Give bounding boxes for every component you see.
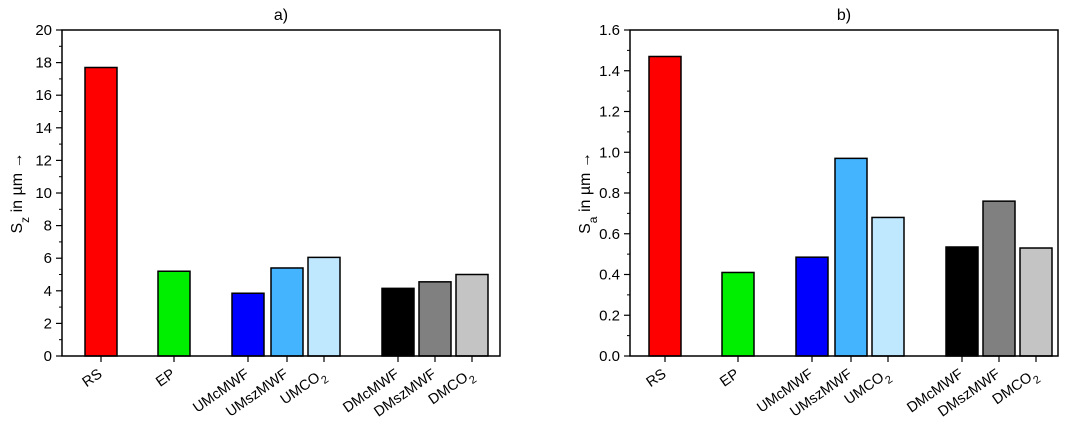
y-tick-label: 8 bbox=[44, 218, 52, 235]
label-subscript: 2 bbox=[319, 374, 331, 387]
y-axis-label: Sz in µm → bbox=[9, 152, 32, 233]
label-main: S bbox=[577, 223, 594, 234]
y-tick-label: 2 bbox=[44, 315, 52, 332]
y-tick-label: 0 bbox=[44, 348, 52, 365]
bar-dmszmwf bbox=[982, 200, 1016, 357]
y-tick-label: 20 bbox=[35, 22, 52, 39]
x-tick-label: RS bbox=[80, 366, 106, 391]
bar-umco2 bbox=[871, 216, 905, 357]
bar-rs bbox=[648, 55, 682, 357]
bar-dmcmwf bbox=[945, 246, 979, 357]
label-main: S bbox=[9, 223, 26, 234]
x-tick-label: EP bbox=[153, 366, 178, 390]
bar-dmco2 bbox=[1019, 247, 1053, 357]
bar-umszmwf bbox=[834, 157, 868, 357]
y-tick-label: 12 bbox=[35, 152, 52, 169]
chart-title: a) bbox=[274, 7, 288, 24]
bar-umcmwf bbox=[795, 256, 829, 357]
x-tick-label: RS bbox=[644, 366, 670, 391]
label-main: RS bbox=[644, 366, 670, 391]
bar-umco2 bbox=[307, 256, 341, 357]
y-tick-label: 0.4 bbox=[599, 267, 620, 284]
y-tick-label: 6 bbox=[44, 250, 52, 267]
y-tick-label: 1.6 bbox=[599, 22, 620, 39]
y-tick-label: 14 bbox=[35, 120, 52, 137]
label-main: RS bbox=[80, 366, 106, 391]
y-tick-label: 1.4 bbox=[599, 63, 620, 80]
label-subscript: z bbox=[18, 217, 32, 223]
bar-umcmwf bbox=[231, 292, 265, 357]
bar-dmcmwf bbox=[381, 287, 415, 357]
y-tick-label: 10 bbox=[35, 185, 52, 202]
label-subscript: 2 bbox=[467, 374, 479, 387]
chart-title: b) bbox=[837, 7, 851, 24]
y-tick-label: 0.8 bbox=[599, 185, 620, 202]
y-tick-label: 18 bbox=[35, 55, 52, 72]
label-rest: in µm → bbox=[577, 152, 594, 216]
label-main: EP bbox=[153, 366, 178, 390]
bar-ep bbox=[157, 270, 191, 357]
bar-dmszmwf bbox=[418, 281, 452, 357]
y-tick-label: 0.0 bbox=[599, 348, 620, 365]
label-rest: in µm → bbox=[9, 152, 26, 216]
bar-rs bbox=[84, 66, 118, 357]
y-axis-label: Sa in µm → bbox=[577, 152, 600, 234]
y-tick-label: 16 bbox=[35, 87, 52, 104]
label-subscript: 2 bbox=[883, 374, 895, 387]
y-tick-label: 4 bbox=[44, 283, 52, 300]
bar-dmco2 bbox=[455, 273, 489, 357]
chart-panel-b: b)0.00.20.40.60.81.01.21.41.6RS EP UMcMWFU… bbox=[577, 7, 1059, 420]
x-tick-label: EP bbox=[717, 366, 742, 390]
y-tick-label: 0.6 bbox=[599, 226, 620, 243]
label-subscript: 2 bbox=[1031, 374, 1043, 387]
y-tick-label: 1.0 bbox=[599, 144, 620, 161]
label-subscript: a bbox=[586, 216, 600, 223]
bar-ep bbox=[721, 271, 755, 357]
label-main: EP bbox=[717, 366, 742, 390]
y-tick-label: 0.2 bbox=[599, 307, 620, 324]
bar-umszmwf bbox=[270, 267, 304, 357]
y-tick-label: 1.2 bbox=[599, 104, 620, 121]
